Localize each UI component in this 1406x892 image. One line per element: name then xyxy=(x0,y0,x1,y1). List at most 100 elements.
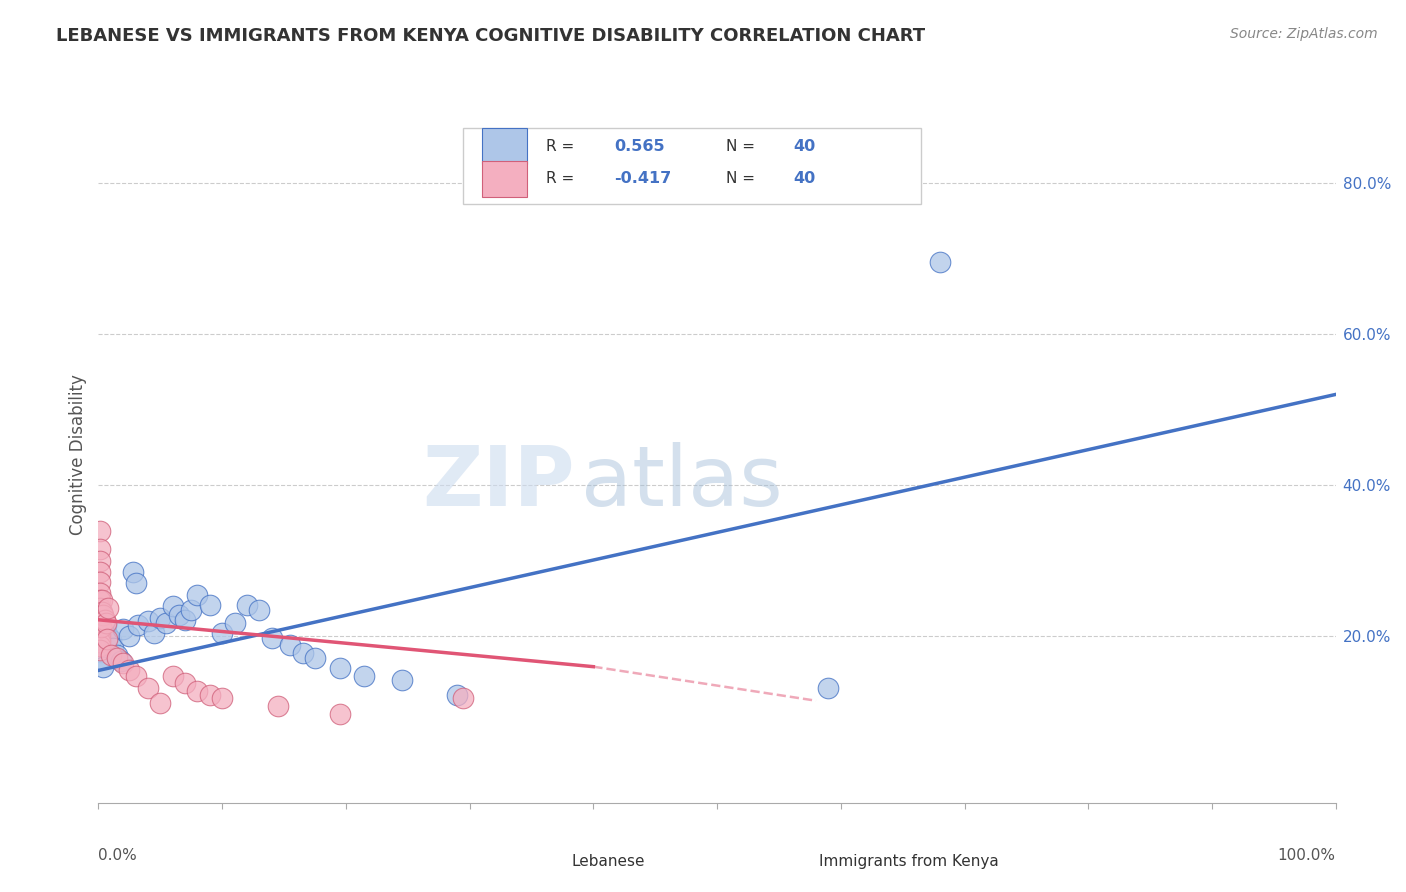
Point xyxy=(89,639,111,653)
Point xyxy=(122,565,145,579)
Point xyxy=(94,618,117,632)
Point xyxy=(89,585,111,599)
Text: R =: R = xyxy=(547,171,575,186)
Point xyxy=(89,554,111,568)
Point xyxy=(118,664,141,678)
Point xyxy=(89,633,111,648)
Point xyxy=(89,620,111,634)
Point xyxy=(453,691,475,706)
Point xyxy=(89,635,111,649)
Text: 0.0%: 0.0% xyxy=(98,848,138,863)
Point xyxy=(91,652,114,666)
FancyBboxPatch shape xyxy=(789,853,815,871)
Point xyxy=(97,600,120,615)
Point xyxy=(89,600,111,615)
Point xyxy=(353,669,375,683)
FancyBboxPatch shape xyxy=(482,161,526,197)
Point xyxy=(162,599,184,614)
Point xyxy=(112,656,135,670)
Point xyxy=(224,615,246,630)
Point xyxy=(211,625,233,640)
Point xyxy=(124,576,146,591)
Point xyxy=(89,632,111,646)
Point xyxy=(247,603,270,617)
Point xyxy=(89,628,111,642)
Point xyxy=(291,646,314,660)
Point xyxy=(112,622,135,636)
Point xyxy=(149,610,172,624)
Point xyxy=(91,605,114,619)
Point xyxy=(143,625,166,640)
Point xyxy=(93,613,115,627)
Point xyxy=(174,676,197,690)
Y-axis label: Cognitive Disability: Cognitive Disability xyxy=(69,375,87,535)
Point xyxy=(174,613,197,627)
Point xyxy=(278,639,301,653)
Point xyxy=(136,681,159,695)
Point xyxy=(89,565,111,579)
Point xyxy=(90,620,112,634)
Point xyxy=(89,574,111,589)
Point xyxy=(90,644,112,658)
Point xyxy=(124,669,146,683)
Text: R =: R = xyxy=(547,138,575,153)
Text: N =: N = xyxy=(725,138,755,153)
Point xyxy=(93,659,115,673)
Point xyxy=(149,696,172,710)
Text: Source: ZipAtlas.com: Source: ZipAtlas.com xyxy=(1230,27,1378,41)
Point xyxy=(100,648,122,663)
Point xyxy=(103,640,125,655)
Point xyxy=(89,643,111,657)
Text: ZIP: ZIP xyxy=(422,442,575,524)
Point xyxy=(198,598,221,612)
Point xyxy=(96,632,118,646)
Text: 40: 40 xyxy=(794,171,815,186)
Point xyxy=(180,603,202,617)
Point xyxy=(97,629,120,643)
Point xyxy=(91,593,114,607)
Text: 0.565: 0.565 xyxy=(614,138,665,153)
Point xyxy=(817,681,839,695)
Text: -0.417: -0.417 xyxy=(614,171,672,186)
FancyBboxPatch shape xyxy=(541,853,568,871)
Point xyxy=(94,615,117,630)
Point xyxy=(93,608,115,623)
Point xyxy=(198,689,221,703)
Point xyxy=(446,689,468,703)
Text: 40: 40 xyxy=(794,138,815,153)
Point xyxy=(162,669,184,683)
Point xyxy=(186,684,208,698)
Point xyxy=(89,624,111,638)
Text: Immigrants from Kenya: Immigrants from Kenya xyxy=(818,855,998,870)
Point xyxy=(89,608,111,623)
Point xyxy=(93,625,115,640)
Point xyxy=(110,654,132,668)
Text: Lebanese: Lebanese xyxy=(571,855,644,870)
Point xyxy=(260,631,283,645)
Point xyxy=(100,633,122,648)
Point xyxy=(89,524,111,538)
Point xyxy=(211,691,233,706)
Text: 100.0%: 100.0% xyxy=(1278,848,1336,863)
Point xyxy=(136,615,159,629)
Point xyxy=(186,588,208,602)
Text: atlas: atlas xyxy=(581,442,783,524)
Point xyxy=(928,255,950,269)
Point xyxy=(127,618,149,632)
Point xyxy=(304,650,326,665)
Text: LEBANESE VS IMMIGRANTS FROM KENYA COGNITIVE DISABILITY CORRELATION CHART: LEBANESE VS IMMIGRANTS FROM KENYA COGNIT… xyxy=(56,27,925,45)
Point xyxy=(89,542,111,557)
Text: N =: N = xyxy=(725,171,755,186)
Point xyxy=(329,706,352,721)
Point xyxy=(236,598,259,612)
Point xyxy=(118,629,141,643)
Point xyxy=(391,673,413,688)
Point xyxy=(89,615,111,630)
Point xyxy=(105,650,128,665)
Point xyxy=(267,698,290,713)
FancyBboxPatch shape xyxy=(464,128,921,204)
FancyBboxPatch shape xyxy=(482,128,526,164)
Point xyxy=(167,608,190,623)
Point xyxy=(329,661,352,675)
Point xyxy=(89,593,111,607)
